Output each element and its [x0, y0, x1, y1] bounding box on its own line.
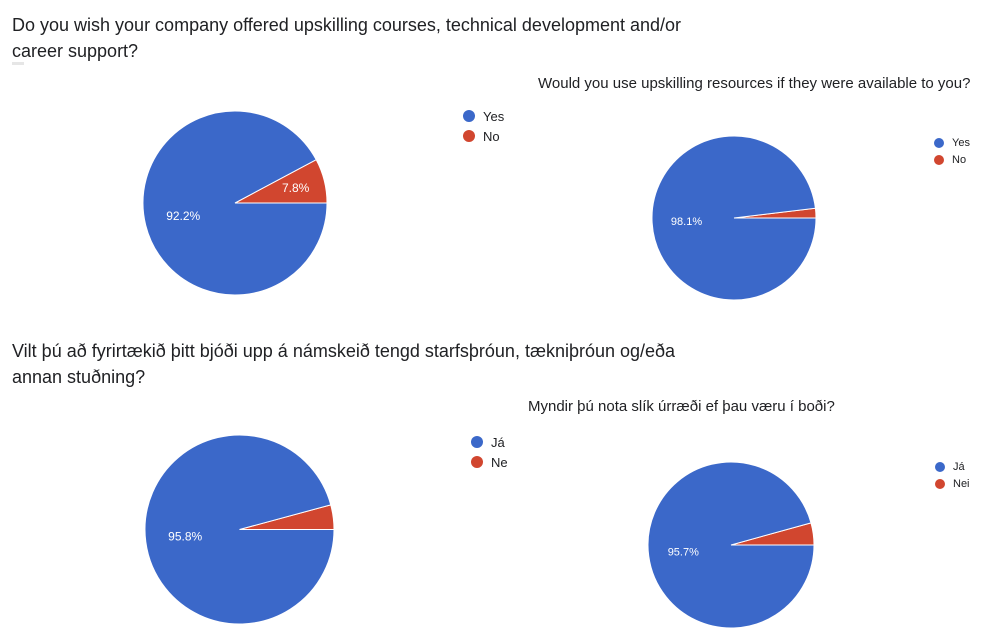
chart-1-legend: Yes No [463, 106, 504, 146]
slice-label: 7.8% [282, 181, 310, 195]
chart-3-legend: Já Ne [471, 432, 508, 472]
pie-slice-yes[interactable] [651, 135, 817, 301]
slice-label: 98.1% [671, 216, 702, 228]
legend-label: No [952, 153, 967, 166]
divider [12, 62, 24, 65]
chart-3-pie: 95.8% [144, 434, 335, 625]
slice-label: 92.2% [166, 209, 200, 223]
legend-label: Nei [953, 477, 970, 490]
legend-item[interactable]: Yes [463, 106, 504, 126]
legend-label: Yes [952, 136, 970, 149]
pie-slice-já[interactable] [144, 434, 335, 625]
legend-swatch-icon [935, 461, 945, 472]
legend-swatch-icon [934, 137, 944, 148]
legend-item[interactable]: Já [935, 458, 970, 475]
legend-swatch-icon [463, 130, 475, 142]
legend-item[interactable]: Nei [935, 475, 970, 492]
legend-item[interactable]: Yes [934, 134, 970, 151]
legend-item[interactable]: No [934, 151, 970, 168]
pie-slice-yes[interactable] [142, 110, 328, 296]
legend-label: Já [491, 434, 505, 450]
pie-slice-já[interactable] [647, 461, 815, 629]
chart-2-legend: Yes No [934, 134, 970, 168]
chart-3-title: Vilt þú að fyrirtækið þitt bjóði upp á n… [12, 341, 676, 387]
slice-label: 95.7% [668, 546, 699, 558]
legend-swatch-icon [471, 436, 483, 448]
legend-swatch-icon [935, 478, 945, 489]
slice-label: 95.8% [168, 530, 202, 544]
chart-1-title: Do you wish your company offered upskill… [12, 15, 682, 61]
legend-label: Já [953, 460, 965, 473]
chart-2-pie: 98.1% [651, 135, 817, 301]
chart-4-pie: 95.7% [647, 461, 815, 629]
legend-label: No [483, 128, 500, 144]
chart-2-title: Would you use upskilling resources if th… [538, 75, 971, 92]
legend-swatch-icon [471, 456, 483, 468]
legend-label: Yes [483, 108, 505, 124]
legend-item[interactable]: Ne [471, 452, 508, 472]
legend-swatch-icon [463, 110, 475, 122]
legend-swatch-icon [934, 154, 944, 165]
legend-item[interactable]: No [463, 126, 504, 146]
legend-label: Ne [491, 454, 508, 470]
chart-4-legend: Já Nei [935, 458, 970, 492]
chart-1-pie: 7.8% 92.2% [142, 110, 328, 296]
chart-4-title: Myndir þú nota slík úrræði ef þau væru í… [528, 398, 835, 415]
legend-item[interactable]: Já [471, 432, 508, 452]
